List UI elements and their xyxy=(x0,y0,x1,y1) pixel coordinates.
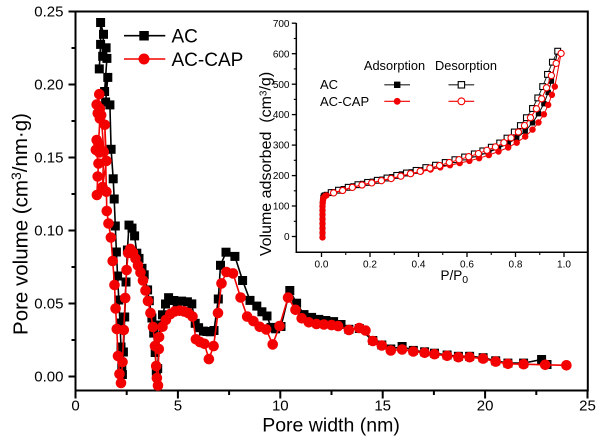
svg-text:0.4: 0.4 xyxy=(412,260,426,271)
svg-text:5: 5 xyxy=(174,398,182,415)
svg-text:100: 100 xyxy=(273,202,290,213)
svg-text:0.05: 0.05 xyxy=(34,296,63,313)
svg-text:0.20: 0.20 xyxy=(34,77,63,94)
svg-text:AC: AC xyxy=(320,77,338,92)
svg-text:Adsorption: Adsorption xyxy=(364,58,425,73)
svg-text:Desorption: Desorption xyxy=(435,58,497,73)
svg-text:0.15: 0.15 xyxy=(34,150,63,167)
svg-text:0.6: 0.6 xyxy=(460,260,474,271)
svg-text:25: 25 xyxy=(579,398,596,415)
svg-text:0.8: 0.8 xyxy=(509,260,523,271)
svg-text:200: 200 xyxy=(273,171,290,182)
svg-text:Volume adsorbed (cm3/g): Volume adsorbed (cm3/g) xyxy=(258,72,276,256)
svg-text:AC-CAP: AC-CAP xyxy=(320,94,369,109)
svg-text:700: 700 xyxy=(273,19,290,30)
svg-text:AC-CAP: AC-CAP xyxy=(172,50,244,71)
svg-text:500: 500 xyxy=(273,80,290,91)
svg-text:P/P0: P/P0 xyxy=(441,268,469,286)
svg-text:0: 0 xyxy=(284,232,290,243)
svg-text:600: 600 xyxy=(273,49,290,60)
svg-text:300: 300 xyxy=(273,141,290,152)
svg-text:Pore volume (cm3/nm·g): Pore volume (cm3/nm·g) xyxy=(8,113,33,335)
svg-text:Pore width (nm): Pore width (nm) xyxy=(262,415,400,437)
svg-text:0.0: 0.0 xyxy=(315,260,329,271)
svg-text:0.2: 0.2 xyxy=(363,260,377,271)
svg-text:0.25: 0.25 xyxy=(34,4,63,21)
svg-text:0: 0 xyxy=(71,398,79,415)
svg-text:15: 15 xyxy=(374,398,391,415)
svg-text:0.10: 0.10 xyxy=(34,223,63,240)
svg-text:400: 400 xyxy=(273,110,290,121)
svg-text:10: 10 xyxy=(272,398,289,415)
svg-text:1.0: 1.0 xyxy=(557,260,571,271)
svg-text:0.00: 0.00 xyxy=(34,369,63,386)
svg-text:20: 20 xyxy=(477,398,494,415)
svg-text:AC: AC xyxy=(172,27,198,48)
